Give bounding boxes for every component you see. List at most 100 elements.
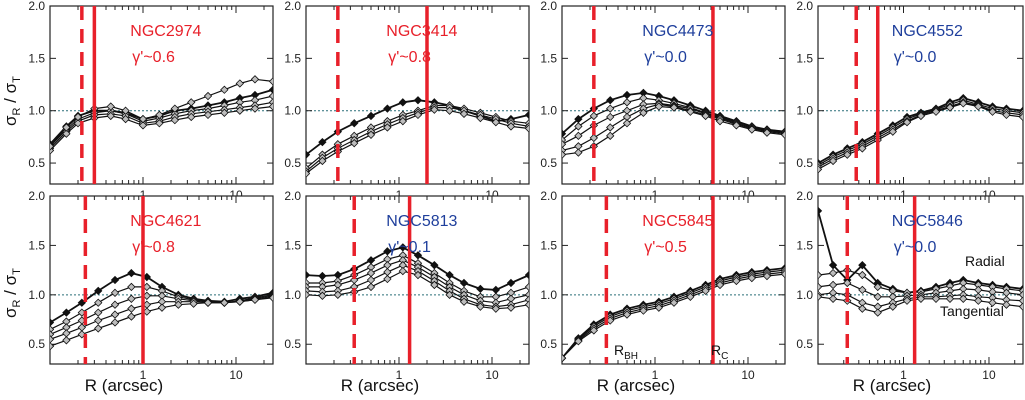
data-point [94,316,103,325]
data-point [398,266,408,276]
data-point [562,353,567,363]
data-point [828,280,838,290]
x-tick-label: 1 [900,368,907,382]
data-point [858,270,867,280]
data-point [94,286,103,296]
data-point [203,110,213,120]
data-point [220,298,229,307]
y-tick-label: 2.0 [540,0,557,13]
data-point [828,294,838,303]
panel-name: NGC5846 [892,213,963,230]
data-point [873,282,882,292]
data-point [506,122,516,131]
data-point [174,300,183,309]
data-point [506,278,516,288]
x-tick-label: 1 [900,188,907,202]
x-tick-label: 1 [652,368,659,382]
data-point [701,286,710,296]
data-point [506,303,516,312]
data-point [669,298,679,307]
data-point [110,288,120,298]
data-point [762,128,772,137]
data-point [383,123,392,132]
data-point [445,106,454,115]
data-point [170,104,180,113]
data-point [562,150,567,159]
data-point [574,122,583,131]
data-point [430,280,439,290]
data-point [654,303,664,312]
data-point [62,336,71,345]
data-point [268,77,273,86]
data-point [524,110,529,120]
data-point [62,129,71,138]
y-tick-label: 0.5 [28,337,45,351]
y-tick-label: 1.5 [284,51,301,65]
data-point [318,156,327,166]
data-point [959,294,968,303]
data-point [398,117,408,126]
data-point [459,109,469,119]
panel-name: NGC5813 [386,213,457,230]
data-point [110,310,120,319]
y-tick-label: 2.0 [796,0,813,13]
y-tick-label: 0.5 [28,156,45,170]
gamma-label: γ'~0.0 [894,239,937,256]
data-point [366,130,376,139]
panel-ngc5846: 0.5 1.0 1.5 2.0 1 10 NGC5846 γ'~0.0 [796,189,1024,382]
data-point [94,324,103,333]
panel-name: NGC2974 [130,23,201,40]
data-point [268,91,273,101]
y-tick-label: 1.5 [28,51,45,65]
data-point [747,273,757,283]
data-point [945,103,955,112]
gamma-label: γ'~0.8 [388,49,431,66]
y-tick-label: 2.0 [284,189,301,203]
data-point [780,269,785,279]
series-group [562,263,785,363]
data-point [235,79,245,88]
plot-frame [817,5,1024,185]
data-point [858,304,867,313]
data-point [235,297,245,306]
data-point [110,275,120,285]
data-point [430,105,439,114]
data-point [306,150,311,159]
x-tick-label: 1 [652,188,659,202]
y-tick-label: 1.0 [284,288,301,302]
data-point [250,295,260,304]
data-point [73,112,83,122]
data-point [366,282,376,292]
data-point [187,112,196,122]
data-point [589,111,599,121]
y-tick-label: 2.0 [28,0,45,13]
data-point [732,121,741,130]
data-point [1018,302,1023,311]
data-point [306,290,311,299]
row2-y-axis-label: σR / σT [1,268,23,318]
data-point [945,294,955,303]
row1-y-axis-label: σR / σT [1,76,23,126]
y-tick-label: 1.5 [796,51,813,65]
panel-name: NGC4473 [642,23,713,40]
data-point [333,290,343,299]
data-point [155,119,164,128]
data-point [127,268,136,278]
data-point [398,98,408,107]
data-point [413,96,423,105]
data-point [916,111,926,121]
data-point [686,107,695,116]
panel-ngc5813: 0.5 1.0 1.5 2.0 1 10 NGC5813 γ'~0.1 [284,189,530,382]
data-point [203,298,213,307]
r-c-annotation: RC [711,342,728,362]
data-point [524,270,529,280]
y-tick-label: 1.5 [540,51,557,65]
data-point [138,114,148,124]
data-point [606,96,615,105]
data-point [1018,290,1023,299]
tangential-annotation: Tangential [940,303,1004,319]
data-point [902,118,912,127]
data-point [818,292,823,301]
y-tick-label: 1.5 [28,238,45,252]
